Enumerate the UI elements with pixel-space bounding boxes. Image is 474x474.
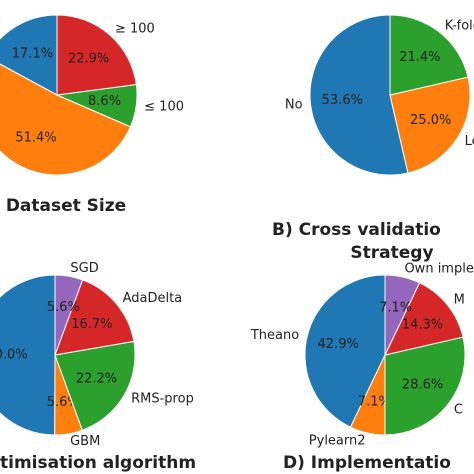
slice-value-label: 21.4% bbox=[399, 50, 440, 65]
chart-title: Dataset Size bbox=[6, 196, 126, 216]
pie-slice bbox=[56, 14, 137, 96]
pie-slice bbox=[54, 274, 84, 356]
slice-label: AdaDelta bbox=[123, 291, 183, 306]
pie-slice bbox=[0, 274, 56, 436]
chart-title: timisation algorithm bbox=[0, 453, 196, 473]
slice-label: M bbox=[454, 292, 465, 307]
chart-title: D) Implementatio bbox=[283, 453, 451, 473]
slice-label: K-fold bbox=[445, 19, 474, 34]
pie-slice bbox=[389, 76, 471, 174]
slice-value-label: 5.6% bbox=[47, 300, 80, 315]
slice-value-label: 16.7% bbox=[71, 317, 112, 332]
slice-value-label: 25.0% bbox=[410, 113, 451, 128]
chart-title: B) Cross validatio bbox=[272, 220, 441, 240]
slice-label: C bbox=[454, 402, 463, 417]
slice-value-label: 7.1% bbox=[379, 301, 412, 316]
pie-slice bbox=[384, 282, 464, 356]
slice-value-label: 22.9% bbox=[68, 51, 109, 66]
pie-slice bbox=[309, 14, 409, 176]
slice-value-label: 7.1% bbox=[358, 394, 391, 409]
chart-title: Strategy bbox=[350, 243, 433, 263]
slice-label: RMS-prop bbox=[131, 392, 194, 407]
slice-value-label: 14.3% bbox=[402, 317, 443, 332]
slice-label: Own impleme bbox=[404, 262, 474, 277]
slice-label: GBM bbox=[70, 434, 100, 449]
slice-label: SGD bbox=[70, 261, 98, 276]
pie-slice bbox=[384, 336, 466, 436]
slice-label: ≥ 100 bbox=[115, 21, 155, 36]
slice-value-label: 42.9% bbox=[318, 337, 359, 352]
slice-value-label: 50.0% bbox=[0, 347, 28, 362]
pie-slice bbox=[54, 279, 135, 356]
slice-label: Pylearn2 bbox=[309, 433, 366, 448]
slice-value-label: 51.4% bbox=[15, 131, 56, 146]
slice-value-label: 8.6% bbox=[88, 94, 121, 109]
pie-slice bbox=[0, 14, 58, 96]
pie-slice bbox=[54, 340, 136, 431]
slice-label: Theano bbox=[250, 328, 299, 343]
slice-value-label: 53.6% bbox=[322, 93, 363, 108]
pie-slice bbox=[389, 14, 469, 96]
slice-value-label: 28.6% bbox=[402, 377, 443, 392]
slice-label: ≤ 100 bbox=[144, 100, 184, 115]
slice-label: Le bbox=[465, 134, 474, 149]
slice-value-label: 17.1% bbox=[12, 46, 53, 61]
pie-slice bbox=[384, 274, 421, 356]
pie-slice bbox=[304, 274, 386, 428]
slice-label: No bbox=[285, 97, 303, 112]
slice-value-label: 22.2% bbox=[76, 372, 117, 387]
pie-slice bbox=[0, 63, 132, 176]
